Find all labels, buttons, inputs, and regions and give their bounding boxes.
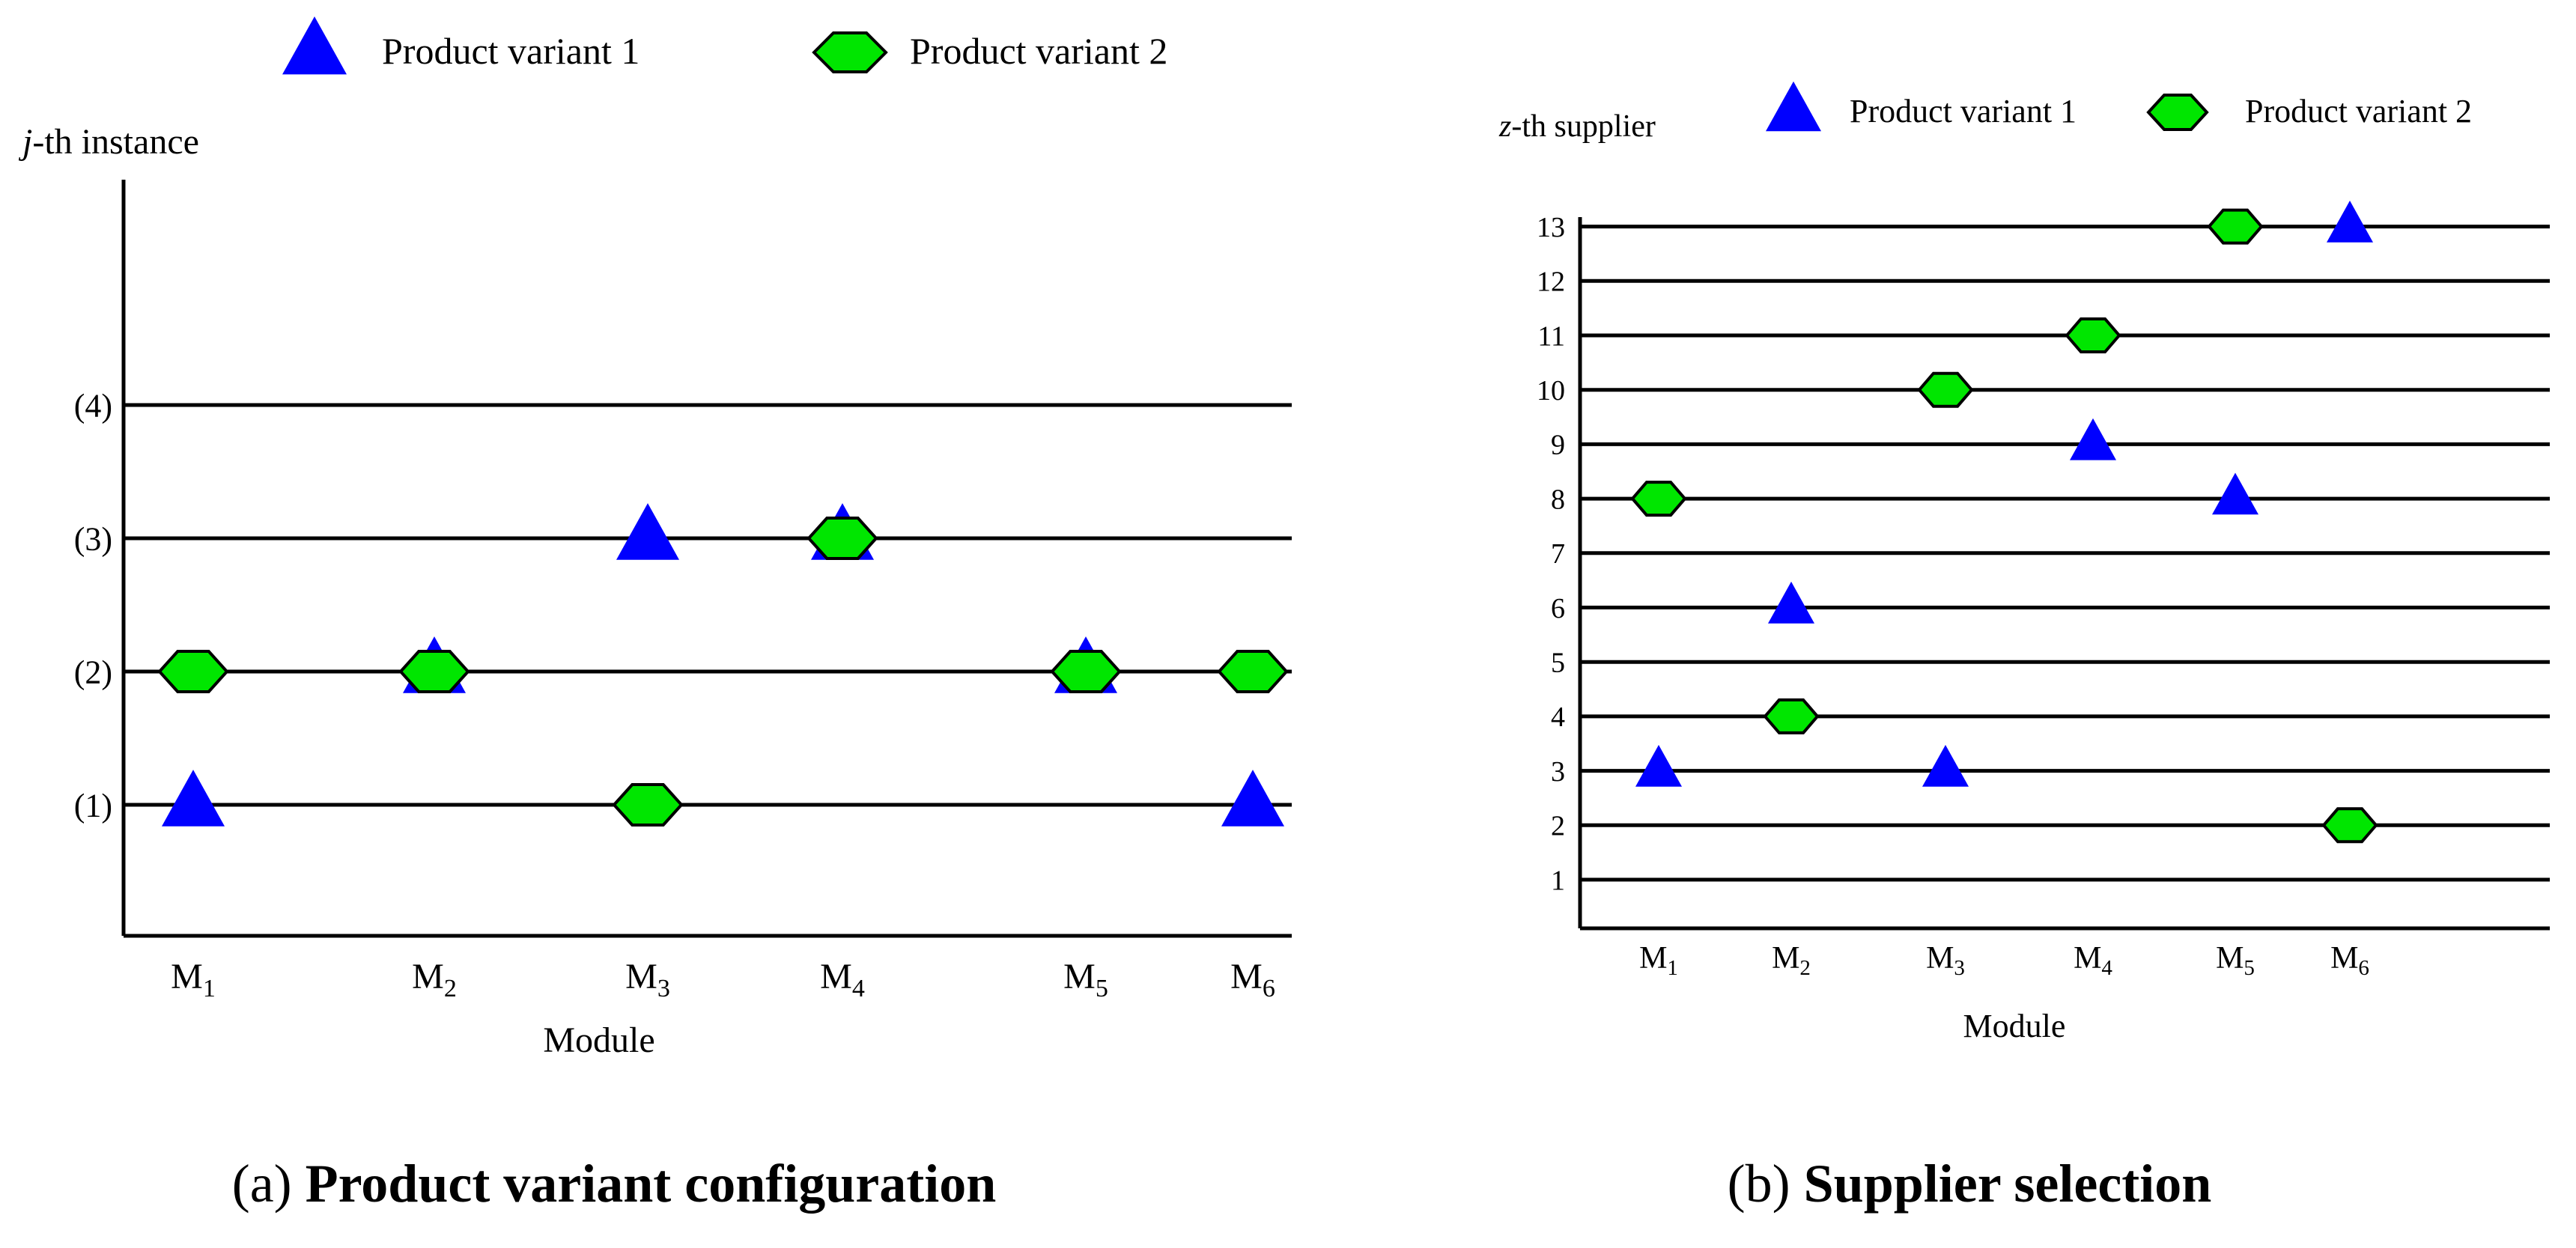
chart-b-y-tick-label: 12 xyxy=(1537,267,1565,298)
chart-b-point-variant-1 xyxy=(2212,472,2258,515)
chart-a-x-tick-label: M6 xyxy=(1230,957,1275,1002)
chart-a-legend-label: Product variant 1 xyxy=(382,30,640,72)
chart-b-point-variant-1 xyxy=(1922,745,1969,787)
chart-a-x-tick-label: M5 xyxy=(1063,957,1108,1002)
chart-b-x-tick-label: M2 xyxy=(1772,941,1811,980)
chart-b-point-variant-1 xyxy=(2070,418,2116,460)
chart-a-x-tick-label: M1 xyxy=(171,957,216,1002)
chart-b-x-axis-label: Module xyxy=(1963,1008,2066,1044)
chart-b-point-variant-2 xyxy=(2065,317,2121,353)
chart-a-point-variant-2 xyxy=(1217,650,1289,693)
chart-a-y-tick-label: (3) xyxy=(74,520,112,557)
chart-a-legend-marker xyxy=(282,16,347,75)
chart-b-x-tick-label: M6 xyxy=(2330,941,2369,980)
chart-b-point-variant-1 xyxy=(1768,581,1814,624)
chart-b-y-tick-label: 1 xyxy=(1551,865,1565,896)
chart-a-legend-label: Product variant 2 xyxy=(910,30,1167,72)
chart-b-y-tick-label: 5 xyxy=(1551,648,1565,679)
chart-a-point-variant-2 xyxy=(612,783,684,827)
chart-b-point-variant-1 xyxy=(1635,745,1682,787)
chart-b-y-tick-label: 10 xyxy=(1537,375,1565,407)
chart-a-point-variant-2 xyxy=(398,650,470,693)
chart-b-legend-marker xyxy=(2146,94,2209,131)
chart-b-x-tick-label: M3 xyxy=(1926,941,1965,980)
chart-a-x-tick-label: M4 xyxy=(820,957,865,1002)
chart-b-caption: (b) Supplier selection xyxy=(1728,1154,2212,1214)
chart-b-legend-label: Product variant 1 xyxy=(1850,93,2077,130)
chart-b-point-variant-2 xyxy=(1763,698,1820,734)
chart-b-y-tick-label: 3 xyxy=(1551,756,1565,788)
chart-b-point-variant-2 xyxy=(2207,208,2264,245)
chart-b-y-axis-label: z-th supplier xyxy=(1498,109,1656,144)
chart-b-y-tick-label: 11 xyxy=(1537,320,1565,352)
chart-a-caption: (a) Product variant configuration xyxy=(232,1154,997,1214)
chart-b-y-tick-label: 8 xyxy=(1551,484,1565,515)
chart-a-y-axis-label: j-th instance xyxy=(18,122,199,162)
chart-a-point-variant-2 xyxy=(157,650,229,693)
chart-a-x-tick-label: M2 xyxy=(412,957,457,1002)
chart-a-point-variant-1 xyxy=(616,503,679,560)
chart-b-point-variant-1 xyxy=(2327,201,2373,243)
chart-b-legend-marker xyxy=(1766,81,1821,132)
chart-b-x-tick-label: M5 xyxy=(2216,941,2255,980)
chart-b-y-tick-label: 2 xyxy=(1551,811,1565,842)
chart-a-point-variant-1 xyxy=(162,770,225,827)
chart-b-point-variant-2 xyxy=(1917,371,1974,408)
chart-a-x-axis-label: Module xyxy=(543,1020,654,1060)
chart-b-y-tick-label: 7 xyxy=(1551,538,1565,570)
chart-b-y-tick-label: 13 xyxy=(1537,212,1565,243)
chart-a-legend-marker xyxy=(812,31,888,73)
chart-a-point-variant-2 xyxy=(806,517,878,560)
chart-a-point-variant-2 xyxy=(1050,650,1122,693)
chart-a-y-tick-label: (1) xyxy=(74,787,112,824)
chart-a-x-tick-label: M3 xyxy=(625,957,670,1002)
chart-b-point-variant-2 xyxy=(2321,807,2378,844)
chart-a-point-variant-1 xyxy=(1221,770,1284,827)
chart-b-legend-label: Product variant 2 xyxy=(2245,93,2472,130)
chart-b-x-tick-label: M4 xyxy=(2074,941,2112,980)
chart-a-y-tick-label: (2) xyxy=(74,654,112,690)
chart-b-y-tick-label: 9 xyxy=(1551,430,1565,461)
chart-b-y-tick-label: 4 xyxy=(1551,701,1565,733)
chart-a-y-tick-label: (4) xyxy=(74,387,112,424)
chart-b-y-tick-label: 6 xyxy=(1551,593,1565,624)
chart-b-point-variant-2 xyxy=(1630,481,1687,517)
chart-b-x-tick-label: M1 xyxy=(1639,941,1678,980)
